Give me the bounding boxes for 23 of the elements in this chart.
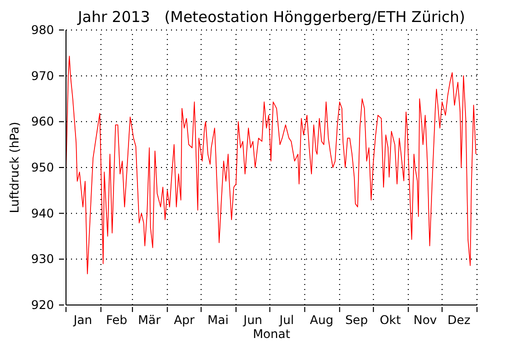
x-tick-label: Jul: [278, 313, 294, 327]
x-tick-label: Aug: [310, 313, 334, 327]
x-tick-label: Nov: [413, 313, 437, 327]
chart-title: Jahr 2013 (Meteostation Hönggerberg/ETH Zürich): [76, 8, 466, 26]
x-axis-title: Monat: [252, 327, 290, 341]
y-tick-label: 940: [31, 206, 54, 220]
x-tick-label: Dez: [448, 313, 470, 327]
y-tick-label: 950: [31, 160, 54, 174]
x-tick-label: Sep: [345, 313, 368, 327]
line-series: [66, 56, 476, 274]
x-tick-label: Feb: [106, 313, 128, 327]
y-tick-label: 920: [31, 298, 54, 312]
y-axis-title: Luftdruck (hPa): [7, 122, 22, 214]
y-tick-label: 970: [31, 68, 54, 83]
y-tick-label: 980: [31, 23, 54, 37]
x-tick-label: Mai: [207, 313, 229, 327]
y-tick-label: 930: [31, 252, 54, 266]
x-tick-label: Okt: [380, 313, 402, 327]
y-tick-label: 960: [31, 114, 54, 129]
x-tick-label: Apr: [174, 313, 195, 327]
x-tick-label: Jan: [72, 313, 92, 327]
x-tick-label: Mär: [138, 313, 161, 327]
x-tick-label: Jun: [242, 313, 262, 327]
